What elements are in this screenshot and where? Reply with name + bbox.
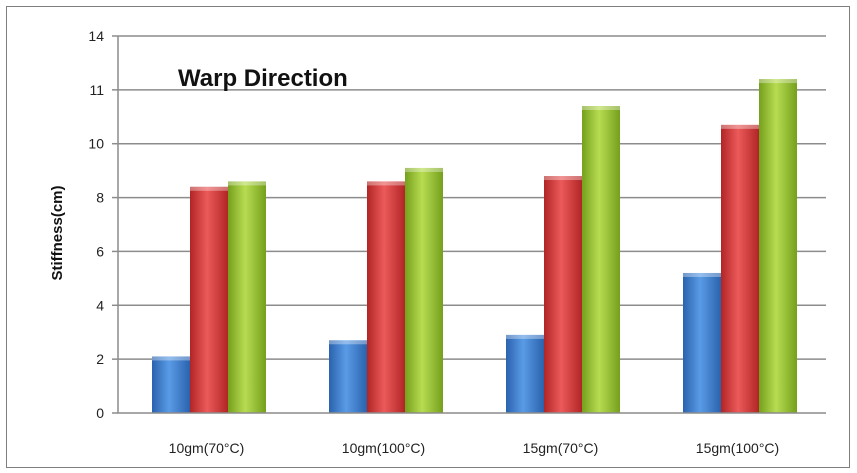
bar — [405, 167, 443, 413]
y-tick-label: 10 — [88, 136, 104, 152]
bar — [329, 340, 367, 413]
y-axis-title: Stiffness(cm) — [49, 185, 66, 280]
bar-cap — [759, 79, 797, 84]
y-tick-label: 0 — [96, 405, 104, 421]
y-tick-label: 14 — [88, 28, 104, 44]
x-tick-label: 15gm(70°C) — [523, 440, 599, 456]
bar-cap — [721, 124, 759, 129]
bar — [582, 106, 620, 413]
bar — [506, 334, 544, 413]
y-tick-label: 8 — [96, 190, 104, 206]
labels: 0 2 4 6 8 10 11 14 10gm(70°C) 10gm(100°C) 15gm(70°… — [88, 28, 779, 456]
bar — [190, 186, 228, 413]
y-tick-label: 6 — [96, 243, 104, 259]
bars — [152, 79, 797, 413]
x-tick-label: 10gm(100°C) — [342, 440, 425, 456]
bar-cap — [190, 186, 228, 191]
x-tick-label: 10gm(70°C) — [169, 440, 245, 456]
bar — [721, 124, 759, 413]
chart-title: Warp Direction — [178, 65, 348, 92]
bar — [228, 181, 266, 413]
bar-cap — [405, 167, 443, 172]
bar-cap — [544, 176, 582, 181]
bar — [759, 79, 797, 413]
bar — [683, 272, 721, 413]
y-tick-label: 4 — [96, 297, 104, 313]
bar-cap — [367, 181, 405, 186]
y-tick-label: 2 — [96, 351, 104, 367]
bar-cap — [683, 272, 721, 277]
bar-cap — [582, 106, 620, 111]
bar — [544, 176, 582, 413]
y-tick-label: 11 — [89, 82, 104, 98]
bar-cap — [329, 340, 367, 345]
x-tick-label: 15gm(100°C) — [696, 440, 779, 456]
bar — [152, 356, 190, 413]
bar-cap — [152, 356, 190, 361]
axes — [112, 35, 826, 414]
bar — [367, 181, 405, 413]
bar-cap — [506, 334, 544, 339]
bar-cap — [228, 181, 266, 186]
